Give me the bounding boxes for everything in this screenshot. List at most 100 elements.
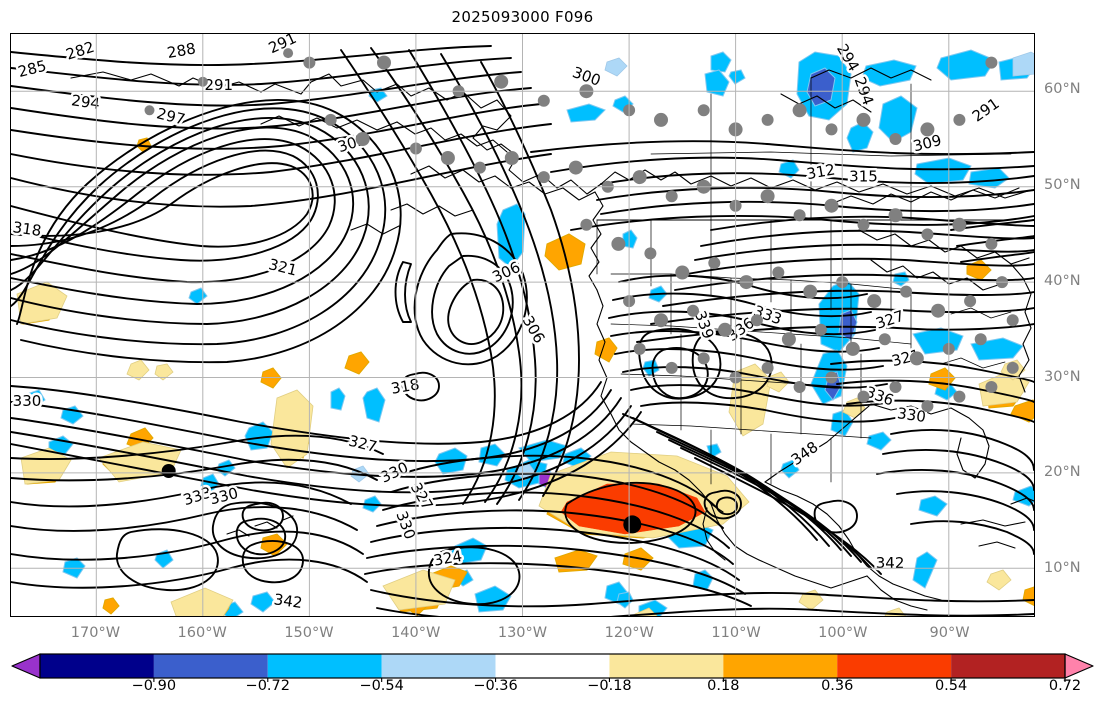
- ensemble-marker-dot: [900, 285, 913, 298]
- ensemble-marker-dot: [324, 113, 337, 126]
- colorbar-band: [381, 654, 496, 678]
- ensemble-marker-dot: [697, 352, 710, 365]
- longitude-tick-label: 170°W: [70, 625, 121, 641]
- ensemble-marker-dot: [1006, 361, 1019, 374]
- graticule: [11, 34, 1034, 616]
- longitude-tick-label: 160°W: [177, 625, 227, 641]
- page-title: 2025093000 F096: [451, 8, 594, 26]
- ensemble-marker-dot: [654, 313, 668, 328]
- ensemble-marker-dot: [856, 112, 871, 127]
- ensemble-marker-dot: [761, 361, 774, 374]
- ensemble-marker-dot: [867, 294, 882, 309]
- ensemble-marker-dot: [985, 237, 998, 250]
- colorbar[interactable]: −0.90 −0.72 −0.54 −0.36 −0.18 0.18 0.36 0.54 0.7…: [0, 650, 1105, 708]
- ensemble-marker-dot: [761, 113, 774, 126]
- ensemble-marker-dot: [878, 333, 891, 346]
- ensemble-marker-dot: [824, 198, 839, 213]
- ensemble-marker-dot: [473, 161, 486, 174]
- contour-label: 288: [166, 39, 197, 62]
- ensemble-marker-dot: [654, 112, 668, 127]
- latitude-tick-label: 20°N: [1044, 464, 1081, 481]
- ensemble-marker-dot: [931, 303, 946, 318]
- contour-label: 342: [876, 554, 905, 572]
- ensemble-marker-dot: [632, 170, 647, 185]
- ensemble-marker-dot: [537, 94, 550, 107]
- contour-label: 342: [273, 590, 304, 612]
- colorbar-tick-label: −0.90: [131, 678, 177, 694]
- contour-label: 315: [849, 168, 878, 186]
- ensemble-marker-dot: [964, 295, 977, 308]
- ensemble-marker-dot: [857, 390, 870, 403]
- longitude-tick-label: 90°W: [929, 625, 970, 641]
- colorbar-tick-label: −0.18: [587, 678, 632, 694]
- contour-label: 291: [204, 76, 233, 94]
- ensemble-marker-dot: [985, 381, 998, 393]
- map-canvas: 2822822852852882882912912942942972972912…: [11, 34, 1034, 616]
- marker-dots: [144, 48, 1019, 534]
- ensemble-marker-dot: [814, 323, 827, 336]
- ensemble-marker-dot: [760, 189, 775, 204]
- latitude-tick-label: 60°N: [1044, 81, 1081, 98]
- map-plot-area[interactable]: 282 282 285 285 288 288 291 291 294 294 297 297 291 2…: [10, 33, 1035, 617]
- ensemble-marker-dot: [845, 341, 860, 356]
- contour-label: 312: [805, 160, 836, 183]
- ensemble-marker-dot: [909, 351, 924, 366]
- contour-label: 318: [12, 218, 43, 240]
- contour-label: 294: [70, 91, 101, 113]
- contour-label: 330: [896, 404, 927, 426]
- contour-label: 330: [13, 392, 42, 410]
- longitude-tick-label: 100°W: [818, 625, 868, 641]
- ensemble-marker-dot: [974, 333, 987, 346]
- colorbar-band: [723, 654, 838, 678]
- ensemble-marker-dot: [633, 342, 646, 355]
- ensemble-marker-dot: [985, 56, 998, 69]
- colorbar-outline: [39, 653, 1066, 679]
- ensemble-marker-dot: [888, 208, 903, 223]
- ensemble-marker-dot: [440, 151, 455, 165]
- latitude-tick-label: 30°N: [1044, 368, 1081, 385]
- ensemble-marker-dot: [953, 113, 966, 126]
- ensemble-marker-dot: [504, 151, 519, 165]
- colorbar-band: [837, 654, 952, 678]
- colorbar-band: [267, 654, 382, 678]
- colorbar-tick-label: 0.54: [934, 678, 968, 694]
- ensemble-marker-dot: [697, 104, 710, 117]
- ensemble-marker-dot: [772, 266, 785, 279]
- colorbar-swatches[interactable]: [0, 650, 1105, 682]
- ensemble-marker-dot: [857, 218, 870, 231]
- colorbar-band: [40, 654, 154, 678]
- ensemble-marker-dot: [283, 48, 294, 59]
- ensemble-marker-dot: [665, 361, 678, 374]
- ensemble-marker-dot: [355, 132, 370, 146]
- colorbar-tick-label: −0.72: [245, 678, 290, 694]
- ensemble-marker-dot: [1006, 314, 1019, 327]
- contour-label: 318: [390, 375, 421, 398]
- latitude-tick-label: 50°N: [1044, 177, 1081, 194]
- ensemble-marker-dot: [953, 390, 966, 403]
- ensemble-marker-dot: [921, 228, 934, 241]
- colorbar-tick-label: 0.72: [1048, 678, 1082, 694]
- ensemble-marker-dot: [793, 381, 806, 393]
- longitude-tick-label: 130°W: [497, 625, 548, 641]
- colorbar-tick-label: −0.36: [473, 678, 518, 694]
- contour-lines: [11, 45, 1034, 616]
- colorbar-extend-max: [1064, 653, 1094, 679]
- ensemble-marker-dot: [708, 257, 721, 269]
- ensemble-marker-dot: [781, 332, 796, 347]
- ensemble-marker-dot: [580, 218, 593, 231]
- ensemble-marker-dot: [920, 122, 935, 137]
- ensemble-marker-dot: [377, 55, 391, 70]
- track-marker-dot: [161, 464, 176, 478]
- contour-label: 315: [849, 168, 878, 186]
- colorbar-tick-label: 0.36: [821, 678, 854, 694]
- ensemble-marker-dot: [889, 133, 902, 145]
- colorbar-band: [153, 654, 268, 678]
- longitude-tick-label: 120°W: [604, 625, 654, 641]
- ensemble-marker-dot: [611, 236, 626, 251]
- longitude-tick-label: 150°W: [284, 625, 334, 641]
- contour-label: 330: [13, 392, 42, 410]
- ensemble-marker-dot: [494, 74, 509, 89]
- colorbar-extend-min: [11, 653, 41, 679]
- colorbar-tick-label: −0.54: [359, 678, 404, 694]
- colorbar-band: [609, 654, 724, 678]
